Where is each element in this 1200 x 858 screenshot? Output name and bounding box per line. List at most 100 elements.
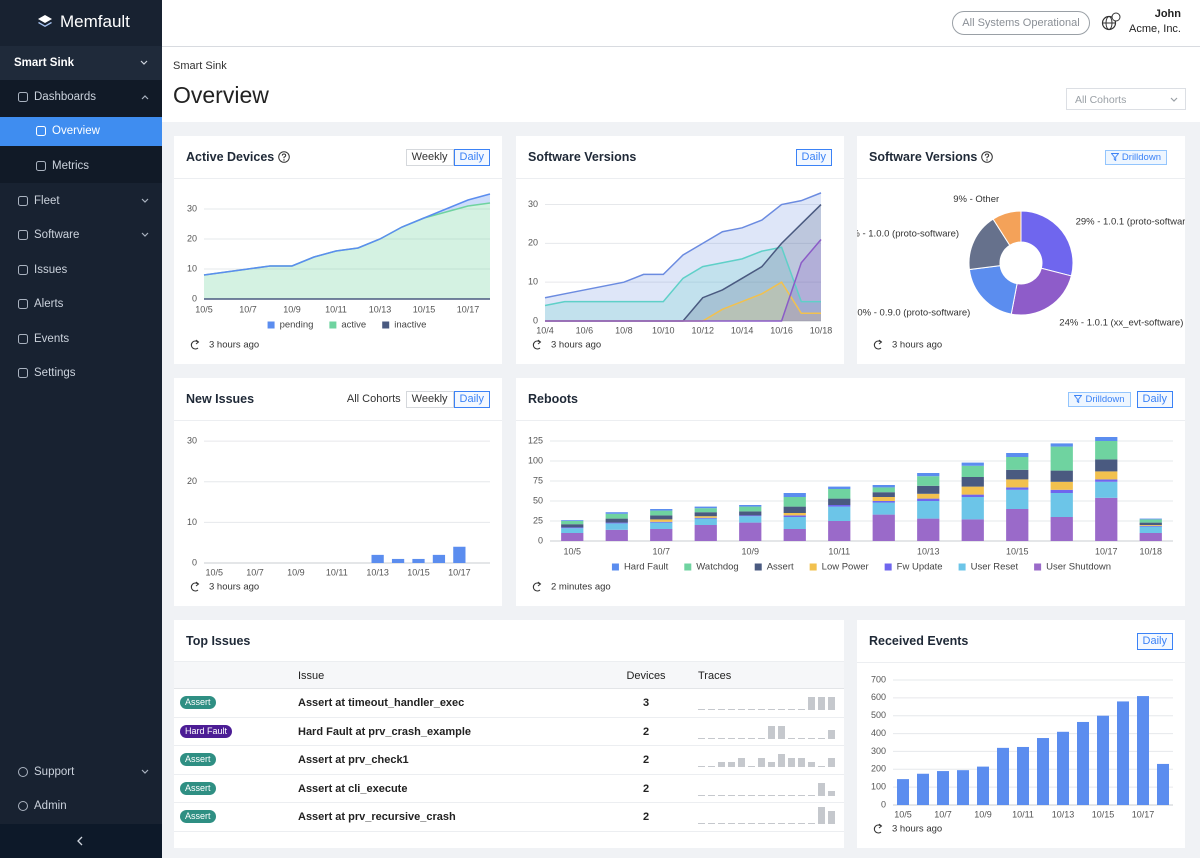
nav-icon — [36, 161, 46, 171]
chevron — [141, 232, 149, 237]
bar-segment — [783, 517, 806, 529]
area-fill — [545, 192, 821, 321]
bar-segment — [1050, 489, 1073, 493]
updated-text: 3 hours ago — [209, 340, 259, 351]
bar-segment — [561, 528, 584, 533]
x-tick-label: 10/17 — [1132, 809, 1155, 819]
collapse-button[interactable] — [0, 824, 162, 858]
trace-bar — [748, 766, 755, 767]
x-tick-label: 10/18 — [810, 325, 833, 335]
table-row[interactable]: Assert Assert at prv_check1 2 — [174, 746, 844, 775]
card: Software Versions Daily 3 hours ago 0 10 20 30… — [516, 136, 844, 364]
logo-icon — [38, 15, 52, 27]
table-row[interactable]: Assert Assert at timeout_handler_exec 3 — [174, 689, 844, 718]
filter-icon — [1074, 395, 1083, 404]
bar-segment — [605, 529, 628, 541]
series-line — [544, 246, 821, 307]
legend-label: Assert — [767, 562, 794, 573]
y-tick-label: 400 — [871, 728, 886, 738]
nav-item[interactable]: Metrics — [0, 152, 162, 180]
status-button[interactable]: All Systems Operational — [952, 11, 1090, 35]
nav-item[interactable]: Alerts — [0, 290, 162, 318]
bar — [1037, 738, 1049, 805]
nav-item[interactable]: Support — [0, 758, 162, 786]
table-row[interactable]: Hard Fault Hard Fault at prv_crash_exampl… — [174, 718, 844, 746]
legend-item: Low Power — [809, 562, 869, 573]
bar-segment — [1006, 457, 1029, 470]
nav-item[interactable]: Issues — [0, 256, 162, 284]
bar-segment — [694, 512, 717, 517]
trace-bar — [768, 794, 775, 796]
bar-segment — [1139, 522, 1162, 525]
nav-item[interactable]: Admin — [0, 792, 162, 820]
card-button[interactable]: Weekly — [405, 149, 454, 166]
card-button[interactable]: Daily — [795, 149, 832, 166]
project-row[interactable]: Smart Sink — [0, 46, 162, 80]
trace-bar — [828, 811, 835, 824]
bar — [977, 766, 989, 805]
bar-segment — [694, 508, 717, 513]
card-button[interactable]: Drilldown — [1104, 150, 1167, 165]
x-tick-label: 10/17 — [448, 567, 471, 577]
card: Received Events Daily 3 hours ago 0 100 200 30… — [857, 620, 1185, 848]
bar-segment — [961, 494, 984, 497]
refresh-shape — [873, 340, 882, 350]
card-button[interactable]: Weekly — [405, 391, 454, 408]
card-button[interactable]: Drilldown — [1068, 392, 1131, 407]
nav-label: Issues — [34, 264, 68, 276]
legend-swatch — [884, 563, 892, 571]
cohort-select[interactable]: All Cohorts — [1066, 88, 1186, 110]
trace-bar — [788, 709, 795, 710]
nav-item[interactable]: Software — [0, 221, 162, 249]
y-tick-label: 100 — [528, 455, 543, 465]
page-header: Smart Sink Overview All Cohorts — [162, 47, 1200, 122]
chevron-line — [141, 95, 149, 100]
card-button[interactable]: Daily — [453, 391, 490, 408]
nav-icon — [18, 299, 28, 309]
card-button[interactable]: Daily — [453, 149, 490, 166]
table-row[interactable]: Assert Assert at cli_execute 2 — [174, 775, 844, 803]
legend-swatch — [754, 563, 762, 571]
nav-item[interactable]: Events — [0, 325, 162, 353]
pie-slice — [1010, 267, 1072, 316]
refresh-shape — [537, 339, 542, 345]
x-tick-label: 10/14 — [731, 325, 754, 335]
trace-bar — [808, 737, 815, 739]
chevron — [1170, 97, 1178, 102]
card-button[interactable]: Daily — [1136, 633, 1173, 650]
nav-icon-shape — [18, 767, 28, 777]
nav-label: Settings — [34, 367, 76, 379]
pie-slice — [968, 265, 1018, 315]
bar-segment — [1095, 459, 1118, 472]
nav-item[interactable]: Dashboards — [0, 83, 162, 111]
bar-segment — [605, 512, 628, 514]
y-tick-label: 10 — [187, 517, 197, 527]
card-title: Software Versions — [528, 150, 637, 164]
legend-swatch — [329, 321, 337, 329]
nav-item[interactable]: Settings — [0, 359, 162, 387]
bar-segment — [1095, 437, 1118, 441]
nav-icon-shape — [18, 801, 28, 811]
card-button[interactable]: Daily — [1136, 391, 1173, 408]
x-tick-label: 10/13 — [1052, 809, 1075, 819]
area-fill — [545, 282, 821, 321]
bar-segment — [1095, 497, 1118, 541]
bar-segment — [1139, 525, 1162, 526]
device-count: 2 — [642, 811, 650, 823]
nav-icon-shape — [18, 368, 28, 378]
bar-segment — [1139, 519, 1162, 523]
y-tick-label: 125 — [528, 435, 543, 445]
nav-item[interactable]: Fleet — [0, 187, 162, 215]
x-tick-label: 10/11 — [1012, 809, 1034, 819]
trace-bar — [818, 807, 825, 824]
bar-segment — [650, 509, 673, 511]
card-header-divider — [174, 178, 502, 179]
refresh-shape — [537, 581, 542, 587]
issue-tag: Hard Fault — [180, 724, 233, 738]
bar-segment — [961, 486, 984, 495]
legend-label: User Reset — [971, 562, 1019, 573]
bar-segment — [783, 506, 806, 513]
nav-item[interactable]: Overview — [0, 117, 162, 145]
trace-bar — [778, 794, 785, 796]
table-row[interactable]: Assert Assert at prv_recursive_crash 2 — [174, 803, 844, 832]
